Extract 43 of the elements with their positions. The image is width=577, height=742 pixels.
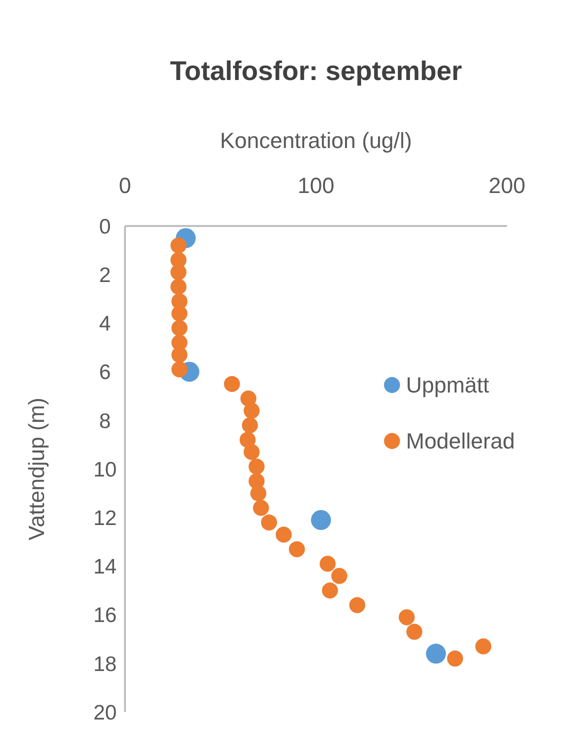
y-tick-label: 12 — [93, 506, 117, 530]
point — [320, 556, 336, 572]
y-axis-title: Vattendjup (m) — [24, 398, 49, 540]
y-tick-label: 4 — [99, 312, 112, 336]
legend-label: Uppmätt — [406, 372, 490, 398]
point — [331, 568, 348, 584]
y-tick-label: 10 — [93, 458, 117, 482]
y-tick-label: 20 — [93, 701, 117, 724]
point — [242, 417, 258, 434]
point — [276, 526, 292, 543]
point — [398, 609, 415, 626]
point — [447, 650, 464, 667]
point — [310, 510, 331, 530]
x-axis-title: Koncentration (ug/l) — [220, 128, 412, 153]
y-tick-label: 18 — [93, 652, 117, 676]
chart-title: Totalfosfor: september — [170, 56, 463, 86]
point — [261, 514, 278, 530]
point — [224, 376, 240, 392]
legend-label: Modellerad — [406, 428, 515, 454]
y-tick-label: 14 — [93, 556, 117, 579]
point — [170, 278, 186, 295]
y-tick-label: 16 — [93, 604, 117, 628]
y-tick-label: 8 — [99, 410, 111, 433]
x-tick-label: 100 — [298, 173, 334, 198]
point — [349, 597, 366, 614]
point — [322, 582, 338, 598]
point — [171, 361, 188, 378]
point — [426, 644, 446, 664]
point — [171, 346, 188, 363]
point — [244, 402, 260, 419]
x-tick-label: 200 — [488, 173, 526, 198]
point — [244, 444, 260, 460]
point — [406, 624, 422, 640]
y-tick-label: 2 — [99, 264, 111, 287]
y-tick-label: 6 — [99, 361, 111, 384]
point — [250, 485, 266, 502]
point — [252, 500, 269, 516]
point — [248, 458, 265, 475]
point — [288, 541, 305, 558]
point — [171, 320, 188, 336]
point — [170, 264, 186, 280]
y-tick-label: 0 — [99, 215, 111, 238]
point — [475, 638, 492, 654]
